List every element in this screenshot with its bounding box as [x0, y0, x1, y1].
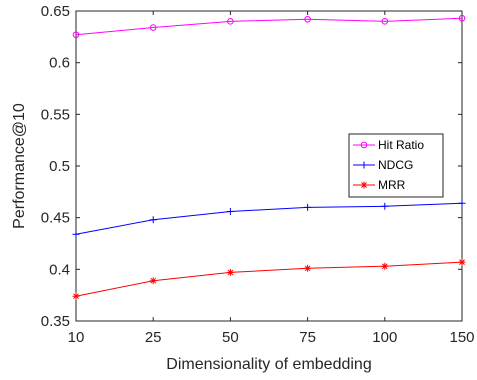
legend-label: MRR	[378, 178, 406, 192]
series-line-hit-ratio	[75, 17, 463, 36]
x-tick-label: 150	[449, 329, 474, 346]
series-layer	[72, 14, 466, 300]
legend-marker	[360, 161, 368, 169]
y-axis: 0.35 0.4 0.45 0.5 0.55 0.6 0.65	[41, 3, 462, 330]
x-tick-label: 75	[299, 329, 316, 346]
y-tick-label: 0.65	[41, 3, 70, 20]
data-point-mrr	[226, 268, 234, 276]
x-axis-label: Dimensionality of embedding	[166, 356, 371, 373]
legend-label: Hit Ratio	[378, 138, 424, 152]
series-line-ndcg	[75, 202, 463, 235]
data-point-hit-ratio	[149, 24, 157, 31]
legend: Hit Ratio NDCG MRR	[348, 133, 444, 198]
y-tick-label: 0.4	[49, 261, 70, 278]
x-tick-label: 50	[222, 329, 239, 346]
data-point-mrr	[381, 262, 389, 270]
x-tick-label: 25	[145, 329, 162, 346]
series-ndcg	[72, 199, 466, 238]
legend-item-hit-ratio: Hit Ratio	[353, 138, 424, 152]
series-hit-ratio	[72, 14, 466, 39]
series-mrr	[72, 258, 466, 300]
data-point-hit-ratio	[72, 31, 80, 39]
data-point-hit-ratio	[227, 18, 234, 25]
x-tick-label: 100	[372, 329, 397, 346]
data-point-ndcg	[226, 207, 234, 215]
x-axis: 10 25 50 75 100 150	[68, 11, 475, 346]
y-tick-label: 0.55	[41, 106, 70, 123]
data-point-ndcg	[304, 203, 312, 211]
legend-label: NDCG	[378, 158, 413, 172]
x-tick-label: 10	[68, 329, 85, 346]
data-point-ndcg	[381, 202, 389, 210]
data-point-mrr	[304, 264, 312, 272]
data-point-hit-ratio	[381, 18, 389, 25]
y-tick-label: 0.45	[41, 210, 70, 227]
y-tick-label: 0.5	[49, 158, 70, 175]
data-point-hit-ratio	[458, 14, 466, 22]
y-axis-label: Performance@10	[11, 103, 28, 229]
data-point-ndcg	[72, 230, 80, 238]
data-point-mrr	[458, 258, 466, 266]
legend-item-mrr: MRR	[353, 178, 406, 192]
data-point-hit-ratio	[304, 15, 311, 23]
legend-item-ndcg: NDCG	[353, 158, 413, 172]
y-tick-label: 0.35	[41, 313, 70, 330]
series-line-mrr	[75, 261, 463, 297]
data-point-mrr	[149, 277, 157, 285]
data-point-mrr	[72, 292, 80, 300]
legend-marker	[360, 181, 368, 189]
data-point-ndcg	[458, 199, 466, 207]
data-point-ndcg	[149, 216, 157, 224]
y-tick-label: 0.6	[49, 55, 70, 72]
legend-marker	[360, 141, 368, 149]
